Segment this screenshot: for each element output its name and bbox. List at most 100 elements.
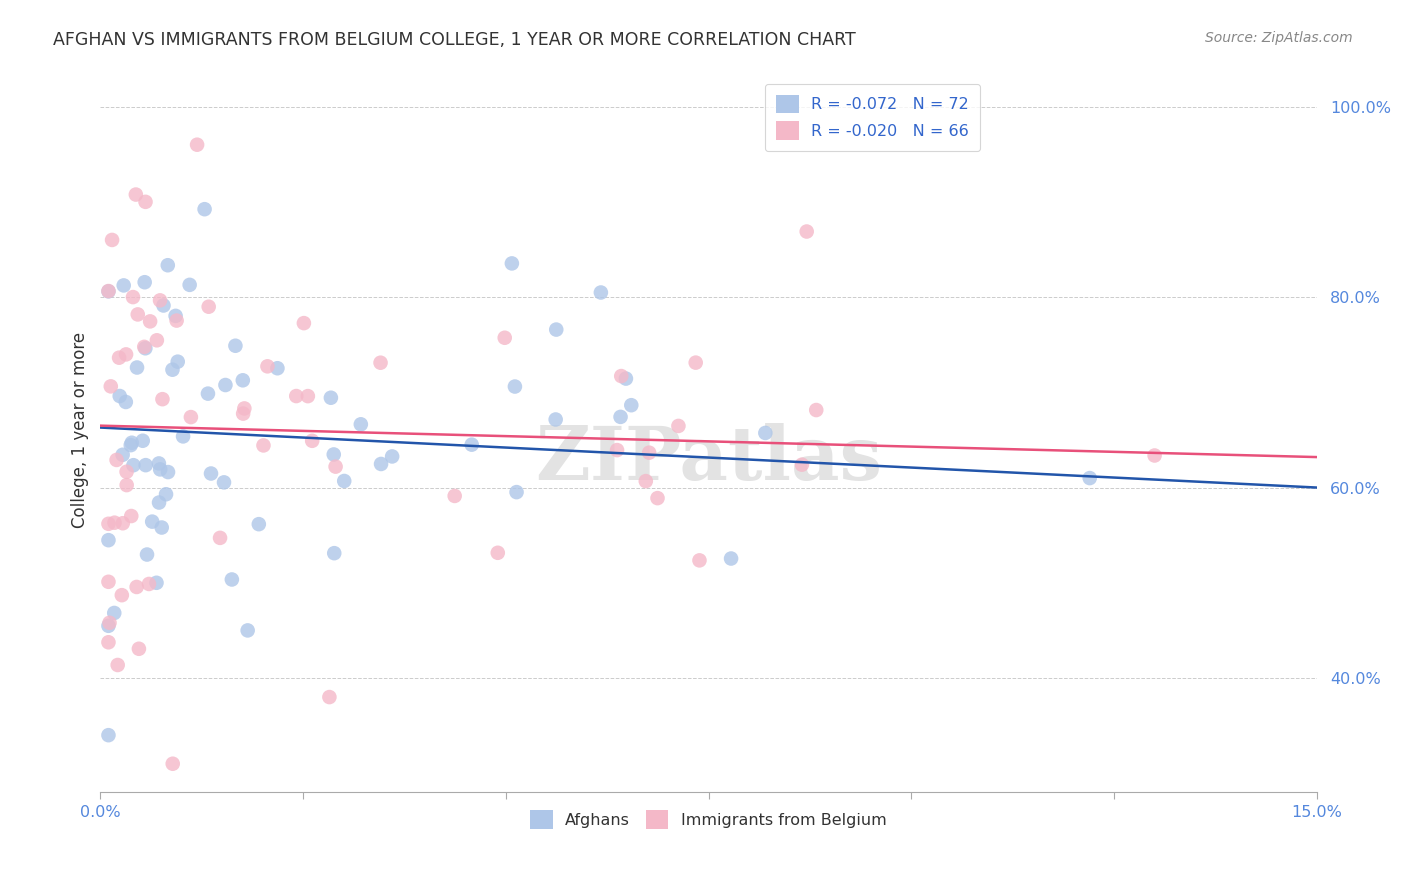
Point [122, 290, 145, 304]
Point [179, 277, 201, 292]
Point [610, 369, 633, 384]
Point [115, 465, 138, 479]
Point [111, 588, 134, 602]
Point [606, 443, 628, 458]
Point [103, 606, 125, 620]
Point [157, 465, 180, 479]
Point [194, 202, 217, 217]
Point [503, 379, 526, 393]
Point [322, 447, 344, 461]
Point [97, 574, 120, 589]
Point [97, 284, 120, 298]
Point [212, 475, 235, 490]
Point [221, 573, 243, 587]
Point [105, 453, 128, 467]
Text: ZIPatlas: ZIPatlas [536, 423, 882, 496]
Point [138, 577, 160, 591]
Point [614, 371, 637, 385]
Point [285, 389, 308, 403]
Point [319, 391, 342, 405]
Point [232, 407, 254, 421]
Point [297, 389, 319, 403]
Point [806, 403, 828, 417]
Point [197, 386, 219, 401]
Point [134, 275, 156, 289]
Point [98, 615, 121, 630]
Point [120, 438, 142, 452]
Point [115, 478, 138, 492]
Point [111, 516, 134, 531]
Point [292, 316, 315, 330]
Point [252, 438, 274, 452]
Point [156, 258, 179, 272]
Point [589, 285, 612, 300]
Point [197, 300, 219, 314]
Point [134, 341, 156, 355]
Point [152, 298, 174, 312]
Point [148, 457, 170, 471]
Point [381, 450, 404, 464]
Point [214, 378, 236, 392]
Point [136, 548, 159, 562]
Point [790, 458, 813, 472]
Point [224, 339, 246, 353]
Point [505, 485, 527, 500]
Point [148, 495, 170, 509]
Point [546, 322, 568, 336]
Point [155, 487, 177, 501]
Point [638, 445, 661, 459]
Point [100, 379, 122, 393]
Point [647, 491, 669, 505]
Point [318, 690, 340, 704]
Point [120, 508, 142, 523]
Point [209, 531, 232, 545]
Point [115, 347, 138, 361]
Point [146, 334, 169, 348]
Point [461, 437, 484, 451]
Point [162, 362, 184, 376]
Point [634, 474, 657, 488]
Point [443, 489, 465, 503]
Point [149, 462, 172, 476]
Point [162, 756, 184, 771]
Point [247, 517, 270, 532]
Point [127, 307, 149, 321]
Point [125, 580, 148, 594]
Point [544, 412, 567, 426]
Point [145, 575, 167, 590]
Point [668, 419, 690, 434]
Point [97, 533, 120, 548]
Point [107, 658, 129, 673]
Point [180, 410, 202, 425]
Point [152, 392, 174, 406]
Point [620, 398, 643, 412]
Legend: Afghans, Immigrants from Belgium: Afghans, Immigrants from Belgium [524, 804, 893, 835]
Point [186, 137, 208, 152]
Y-axis label: College, 1 year or more: College, 1 year or more [72, 333, 89, 528]
Point [122, 458, 145, 473]
Point [108, 389, 131, 403]
Point [132, 434, 155, 448]
Point [233, 401, 256, 416]
Point [149, 293, 172, 308]
Point [232, 373, 254, 387]
Point [200, 467, 222, 481]
Point [166, 354, 188, 368]
Point [333, 474, 356, 488]
Point [754, 425, 776, 440]
Point [1078, 471, 1101, 485]
Point [134, 340, 156, 354]
Point [236, 624, 259, 638]
Point [688, 553, 710, 567]
Point [111, 448, 134, 462]
Point [97, 619, 120, 633]
Point [323, 546, 346, 560]
Point [685, 356, 707, 370]
Point [134, 194, 156, 209]
Point [103, 516, 125, 530]
Point [325, 459, 347, 474]
Point [135, 458, 157, 472]
Point [501, 256, 523, 270]
Point [97, 285, 120, 299]
Point [370, 457, 392, 471]
